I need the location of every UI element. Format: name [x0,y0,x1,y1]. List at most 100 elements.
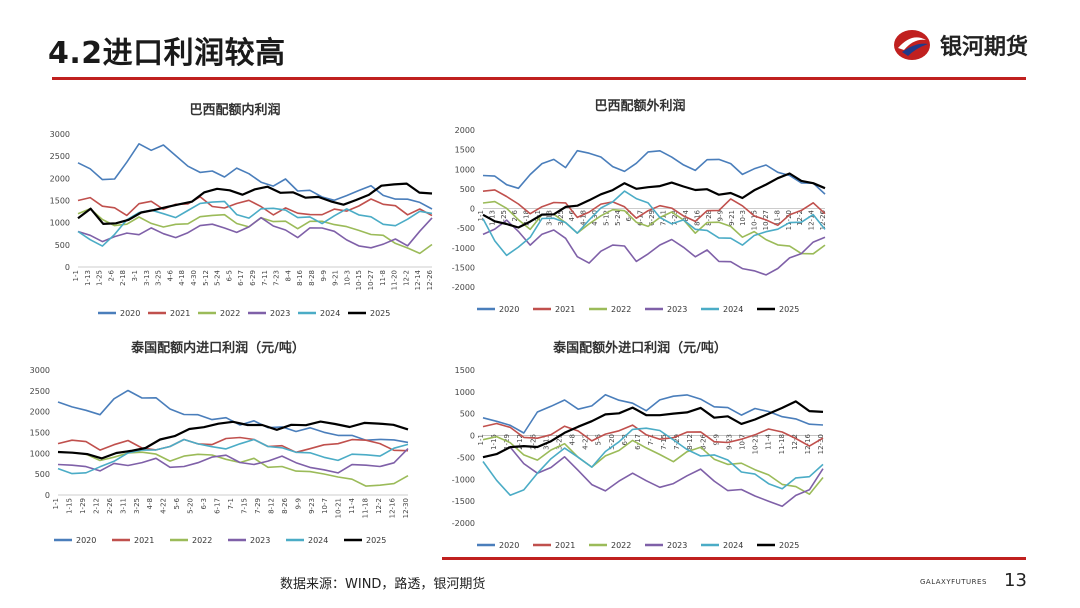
y-tick-label: 1500 [455,146,475,155]
x-tick-label: 1-1 [52,498,60,509]
x-tick-label: 12-30 [817,434,825,454]
y-tick-label: 0 [470,432,475,441]
x-tick-label: 8-12 [686,434,694,450]
x-tick-label: 8-28 [705,210,713,226]
legend-label: 2020 [499,305,519,314]
x-tick-label: 4-30 [190,270,198,286]
x-tick-label: 10-3 [343,270,351,286]
x-tick-label: 7-23 [273,270,281,286]
x-tick-label: 11-18 [778,434,786,454]
x-tick-label: 2-18 [119,270,127,286]
x-tick-label: 6-29 [249,270,257,286]
legend-label: 2024 [320,309,340,318]
series-line-2021 [482,422,824,447]
x-tick-label: 10-7 [321,498,329,514]
legend-label: 2023 [250,536,270,545]
x-tick-label: 10-27 [367,270,375,290]
x-tick-label: 6-3 [621,434,629,445]
y-tick-label: 2000 [50,174,70,183]
y-tick-label: -1500 [452,497,475,506]
x-tick-label: 5-20 [187,498,195,514]
x-tick-label: 2-6 [511,209,519,221]
y-tick-label: 2500 [30,387,50,396]
legend-label: 2020 [120,309,140,318]
x-tick-label: 9-9 [294,498,302,509]
x-tick-label: 7-23 [671,210,679,226]
legend-label: 2020 [76,536,96,545]
x-tick-label: 3-11 [119,498,127,514]
x-tick-label: 1-15 [65,498,73,514]
legend-label: 2022 [611,541,631,550]
footer-rule [442,557,1026,560]
legend-label: 2021 [555,305,575,314]
series-line-2023 [77,216,433,249]
x-tick-label: 5-20 [608,434,616,450]
series-line-2021 [57,436,409,454]
x-tick-label: 9-23 [308,498,316,514]
x-tick-label: 3-25 [155,270,163,286]
x-tick-label: 5-12 [602,210,610,226]
series-line-2023 [482,219,826,276]
x-tick-label: 8-26 [281,497,289,513]
legend-label: 2025 [370,309,390,318]
legend-label: 2021 [555,541,575,550]
legend-label: 2024 [723,541,743,550]
series-line-2025 [57,420,409,460]
series-line-2025 [482,172,826,229]
legend-label: 2020 [499,541,519,550]
x-tick-label: 12-26 [426,269,434,290]
x-tick-label: 12-14 [808,209,816,230]
legend-label: 2024 [723,305,743,314]
x-tick-label: 4-8 [569,434,577,445]
x-tick-label: 1-29 [79,498,87,514]
y-tick-label: 2500 [50,152,70,161]
x-tick-label: 10-21 [752,434,760,454]
x-tick-label: 8-28 [308,270,316,286]
series-line-2022 [482,200,826,255]
x-tick-label: 6-3 [200,498,208,509]
chart-thailand-out-quota: 泰国配额外进口利润（元/吨） 1500 1000 500 0 -500 -1000 -1500… [452,340,825,550]
y-tick-label: 1000 [30,449,50,458]
y-tick-label: -500 [457,453,475,462]
x-tick-label: 7-11 [261,270,269,286]
x-tick-label: 5-24 [614,209,622,225]
x-tick-label: 5-6 [595,433,603,445]
series-line-2024 [482,190,826,257]
x-tick-label: 7-15 [240,498,248,514]
x-tick-label: 8-16 [296,269,304,285]
x-tick-label: 6-17 [634,434,642,450]
x-tick-label: 4-30 [591,210,599,226]
x-tick-label: 1-1 [72,270,80,281]
x-tick-label: 9-21 [332,270,340,286]
x-tick-label: 5-24 [214,269,222,285]
series-line-2023 [482,446,824,508]
y-tick-label: 0 [45,491,50,500]
y-tick-label: 2000 [455,126,475,135]
chart-thailand-in-quota: 泰国配额内进口利润（元/吨）3000250020001500100050001-… [30,340,410,545]
x-tick-label: 12-30 [402,498,410,518]
x-tick-label: 3-25 [133,498,141,514]
x-tick-label: 8-26 [699,433,707,449]
x-tick-label: 11-8 [773,210,781,226]
footer-brand: GALAXYFUTURES [920,578,987,586]
x-tick-label: 11-18 [362,498,370,518]
x-tick-label: 3-11 [542,434,550,450]
y-tick-label: -2000 [452,283,475,292]
legend-label: 2023 [667,305,687,314]
x-tick-label: 1-25 [500,210,508,226]
y-tick-label: 3000 [30,366,50,375]
chart-title: 泰国配额外进口利润（元/吨） [552,340,727,356]
x-tick-label: 8-16 [694,209,702,225]
brand-logo: 银河期货 [892,28,1028,62]
x-tick-label: 8-12 [267,498,275,514]
x-tick-label: 7-11 [659,210,667,226]
y-tick-label: 1500 [30,429,50,438]
series-line-2020 [482,149,826,195]
y-tick-label: 1500 [455,366,475,375]
series-line-2023 [57,448,409,474]
series-line-2024 [57,438,409,475]
y-tick-label: 0 [65,263,70,272]
x-tick-label: 4-6 [166,269,174,281]
x-tick-label: 4-6 [568,209,576,221]
x-tick-label: 8-4 [682,209,690,221]
